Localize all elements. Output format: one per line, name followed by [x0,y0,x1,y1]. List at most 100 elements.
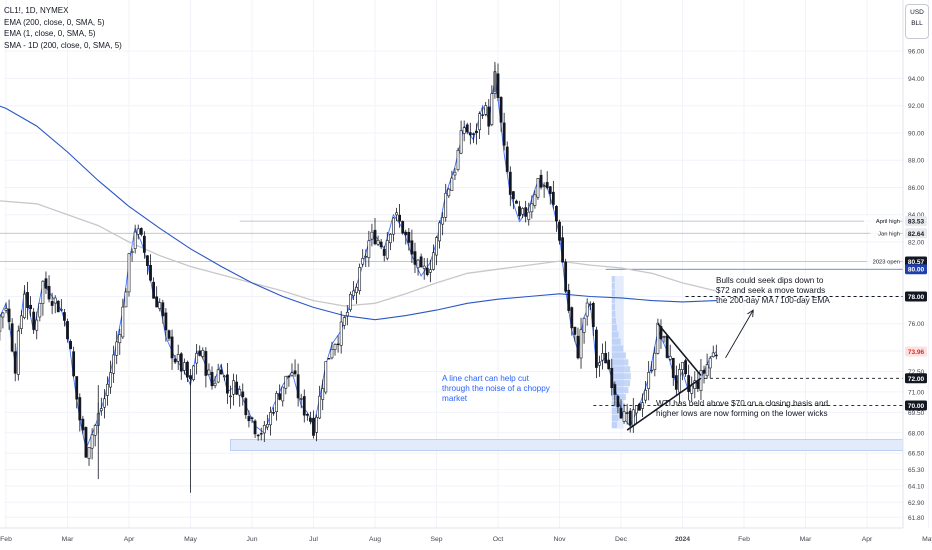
candle-body [336,343,340,346]
x-tick-label: May [922,536,932,543]
volume-profile-bar [611,373,631,380]
candle-body [59,309,63,311]
candle-body [419,256,423,268]
candle-body [625,412,629,414]
candle-body [641,402,644,409]
candle-body [232,380,235,395]
volume-profile-bar [611,303,616,311]
candle-body [256,434,260,437]
candle-body [428,269,432,273]
candle-body [53,297,57,304]
candle-body [305,414,309,416]
ema200-legend-item[interactable]: EMA (200, close, 0, SMA, 5) [4,17,105,27]
x-tick-label: Oct [493,536,504,543]
candle-body [342,317,346,326]
candle-body [678,369,681,393]
candle-body [708,357,712,369]
candle-body [505,146,509,172]
price-label: 80.00 [908,267,925,274]
candle-body [693,380,697,389]
candle-body [570,307,574,329]
volume-profile-bar [611,380,631,387]
candle-body [321,388,325,400]
y-tick-label: 96.00 [908,49,925,56]
volume-profile-bar [611,276,615,283]
candle-body [653,352,657,370]
price-label: 78.00 [908,294,925,301]
candle-body [47,285,51,300]
candle-body [355,286,358,293]
candle-body [244,398,248,416]
indicator-legend: CL1!, 1D, NYMEX EMA (200, close, 0, SMA,… [4,5,122,51]
candle-body [413,251,417,265]
price-label: 80.57 [908,259,925,266]
candle-body [290,372,294,377]
candle-body [373,229,377,245]
ema1-legend-item[interactable]: EMA (1, close, 0, SMA, 5) [4,29,96,38]
candle-body [41,280,45,304]
candle-body [508,171,512,195]
candle-body [250,417,254,419]
y-tick-label: 94.00 [908,76,925,83]
price-axis[interactable]: 61.80 62.90 64.10 65.30 66.50 68.00 69.50 71.00… [864,0,927,528]
time-axis[interactable]: Feb Mar Apr May Jun Jul Aug Sep Oct Nov Dec 2024 Feb… [0,527,932,543]
candle-body [422,265,426,269]
volume-profile-bar [611,359,629,366]
candle-body [19,315,23,329]
candle-body [471,133,475,135]
volume-profile-bar [611,352,626,359]
candle-body [44,278,48,289]
candle-body [607,359,611,370]
candle-body [167,330,171,339]
candle-body [333,344,337,350]
candle-body [468,132,472,136]
candle-body [324,361,328,393]
candle-body [29,304,33,310]
candle-body [628,410,632,426]
y-tick-label: 68.00 [908,430,925,437]
candle-body [576,335,580,359]
y-tick-label: 61.80 [908,515,925,522]
currency-unit-button[interactable]: USD BLL [905,4,929,39]
candle-body [610,367,614,389]
candle-body [687,375,691,392]
candle-body [582,317,586,333]
candle-body [106,383,109,396]
candle-body [63,312,66,321]
candle-body [681,361,684,370]
candle-body [142,235,146,253]
candle-body [539,174,543,188]
candle-body [195,353,199,364]
candle-body [567,289,571,311]
candle-body [542,185,546,187]
candle-body [524,207,528,217]
candle-body [410,240,414,255]
candle-body [684,360,687,375]
sma200-legend-item[interactable]: SMA - 1D (200, close, 0, SMA, 5) [4,40,122,50]
line-chart-annotation: A line chart can help cut through the no… [442,374,550,403]
candle-body [253,420,257,435]
candle-body [647,372,651,389]
x-tick-label: Jul [309,536,318,543]
x-tick-label: Mar [62,536,74,543]
price-label: 73.96 [908,349,925,356]
candle-body [555,206,558,222]
price-label-box [905,373,927,384]
candle-body [201,350,205,357]
symbol-title[interactable]: CL1!, 1D, NYMEX [4,6,69,15]
candle-body [213,382,217,386]
candle-body [1,312,5,318]
x-tick-label: May [184,536,197,543]
volume-profile-bar [611,421,618,428]
candle-body [90,434,94,449]
candle-body [604,353,608,364]
candle-body [219,369,223,375]
candle-body [13,351,17,374]
x-tick-label: Mar [800,536,812,543]
price-label: 70.00 [908,403,925,410]
candle-body [149,264,152,281]
volume-profile-bar [611,324,618,331]
candlesticks [0,61,718,493]
unit-label: BLL [911,20,923,27]
